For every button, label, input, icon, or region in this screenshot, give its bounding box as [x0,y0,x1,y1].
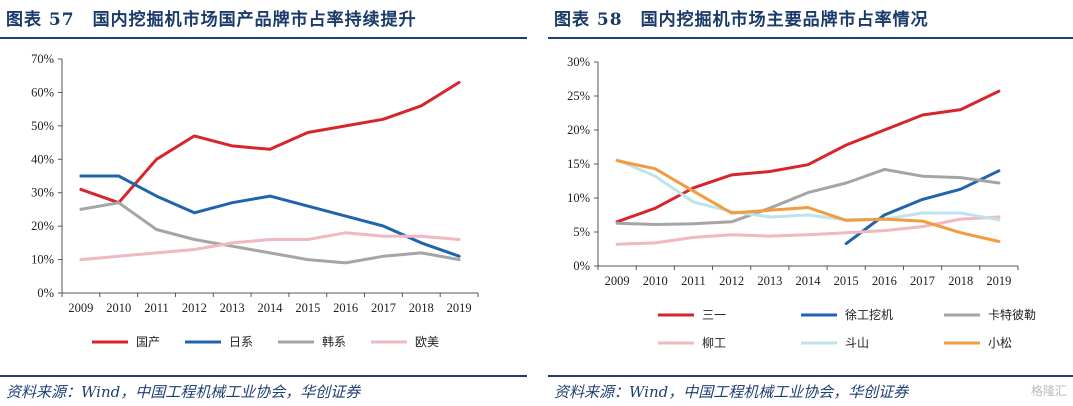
x-tick-label: 2013 [757,274,782,288]
x-tick-label: 2019 [447,301,472,315]
title-rule [0,37,527,39]
x-tick-label: 2014 [258,301,284,315]
series-line-1 [844,169,1001,246]
legend-label: 三一 [702,308,726,322]
y-tick-label: 20% [31,219,54,233]
series-line-5 [615,159,1001,243]
series-line-2 [615,167,1001,226]
legend-label: 小松 [988,336,1012,350]
y-tick-label: 0% [37,286,54,300]
legend-label: 韩系 [322,334,346,349]
legend-label: 卡特彼勒 [988,307,1036,322]
source-rule [548,375,1073,377]
x-tick-label: 2018 [948,274,973,288]
x-tick-label: 2018 [409,301,434,315]
legend-label: 柳工 [702,336,726,350]
chart-title: 图表 57 国内挖掘机市场国产品牌市占率持续提升 [6,10,417,30]
x-tick-label: 2015 [834,274,859,288]
chart-title: 图表 58 国内挖掘机市场主要品牌市占率情况 [554,10,929,30]
source-rule [0,375,527,377]
legend-label: 徐工挖机 [845,307,893,322]
series-line-2 [79,201,461,265]
x-tick-label: 2017 [371,301,396,315]
x-tick-label: 2017 [910,274,935,288]
series-line-0 [79,80,461,205]
market-share-brands-chart: 0% 5% 10% 15% 20% 25% 30% 2009 2010 2011 2012 2013 2… [567,55,1036,350]
chart-panel-57: 图表 57 国内挖掘机市场国产品牌市占率持续提升 0% 10% 20% 30% 40% 5… [0,0,527,406]
y-tick-label: 60% [31,85,54,99]
x-tick-label: 2019 [986,274,1011,288]
chart-source: 资料来源：Wind，中国工程机械工业协会，华创证券 [6,383,361,401]
legend-label: 日系 [229,335,253,349]
y-tick-label: 15% [567,157,590,171]
x-tick-label: 2011 [681,274,706,288]
x-tick-label: 2016 [872,274,897,288]
legend-label: 欧美 [415,335,439,349]
y-tick-label: 70% [31,52,54,66]
y-tick-label: 10% [31,253,54,267]
y-tick-label: 50% [31,119,54,133]
x-tick-label: 2015 [295,301,320,315]
chart-panel-58: 图表 58 国内挖掘机市场主要品牌市占率情况 0% 5% 10% 15% 20% 25% 3… [548,0,1073,406]
watermark-logo: 格隆汇 [1030,384,1067,398]
y-tick-label: 0% [573,259,590,273]
chart-source: 资料来源：Wind，中国工程机械工业协会，华创证券 [554,383,909,401]
legend-label: 国产 [136,335,160,349]
series-line-0 [615,89,1001,224]
x-tick-label: 2009 [68,301,93,315]
legend-label: 斗山 [845,336,869,350]
series-line-4 [615,158,1001,222]
y-tick-label: 30% [31,186,54,200]
series-line-1 [79,174,461,258]
y-tick-label: 40% [31,152,54,166]
x-tick-label: 2011 [144,301,169,315]
y-tick-label: 20% [567,123,590,137]
x-tick-label: 2016 [333,301,358,315]
x-tick-label: 2013 [220,301,245,315]
x-tick-label: 2014 [796,274,822,288]
series-line-3 [79,231,461,262]
x-tick-label: 2010 [643,274,668,288]
market-share-domestic-chart: 0% 10% 20% 30% 40% 50% 60% 70% 2009 2010 2011 2012 2… [31,52,479,349]
x-tick-label: 2012 [719,274,744,288]
x-tick-label: 2012 [182,301,207,315]
series-line-3 [615,215,1001,246]
y-tick-label: 30% [567,55,590,69]
x-tick-label: 2009 [605,274,630,288]
y-tick-label: 5% [573,225,590,239]
y-tick-label: 25% [567,89,590,103]
y-tick-label: 10% [567,191,590,205]
title-rule [548,37,1073,39]
x-tick-label: 2010 [106,301,131,315]
